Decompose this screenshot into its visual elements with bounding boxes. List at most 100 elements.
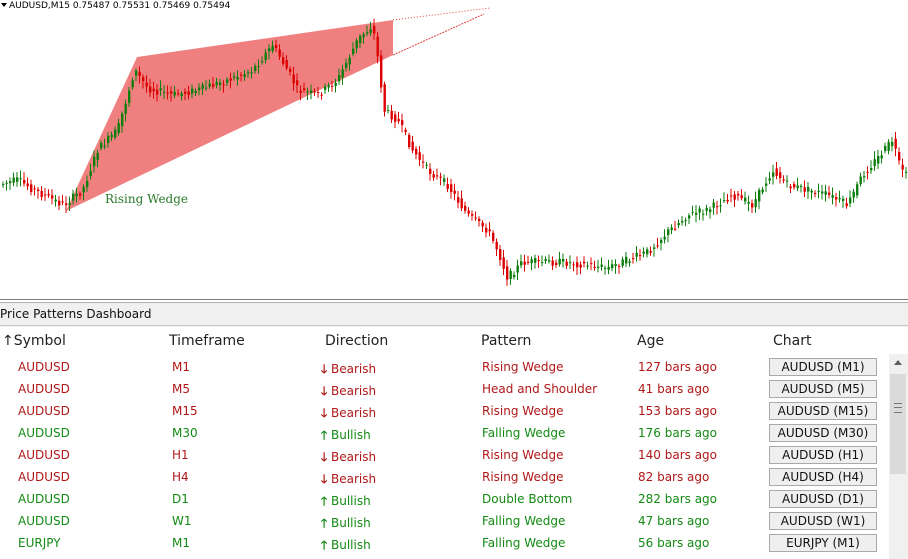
bearish-candle [523, 261, 526, 265]
bullish-candle [236, 76, 239, 80]
bullish-candle [387, 109, 390, 111]
bullish-candle [345, 62, 348, 69]
open-chart-button[interactable]: AUDUSD (W1) [769, 512, 877, 530]
column-header-symbol[interactable]: ↑Symbol [2, 333, 66, 349]
bearish-candle [471, 213, 474, 216]
bullish-candle [796, 185, 799, 189]
bearish-candle [737, 193, 740, 196]
table-row: AUDUSD H4 🡓 Bearish Rising Wedge 82 bars ago A… [0, 467, 890, 489]
bullish-candle [544, 258, 547, 261]
dropdown-triangle-icon[interactable] [1, 3, 7, 7]
bullish-candle [208, 83, 211, 87]
bearish-candle [415, 148, 418, 155]
bullish-candle [635, 252, 638, 257]
panel-title: Price Patterns Dashboard [0, 307, 152, 321]
bullish-candle [173, 91, 176, 96]
bearish-candle [380, 55, 383, 88]
timeframe-cell: M30 [172, 426, 198, 440]
bearish-candle [674, 228, 677, 230]
bearish-candle [65, 203, 68, 206]
scroll-up-arrow-icon[interactable] [889, 354, 908, 372]
scroll-thumb[interactable] [890, 374, 906, 474]
pattern-cell: Head and Shoulder [482, 382, 598, 396]
wedge-lower-projection [392, 13, 485, 56]
open-chart-button[interactable]: AUDUSD (M5) [769, 380, 877, 398]
direction-cell: 🡓 Bearish [321, 404, 376, 425]
bullish-candle [852, 191, 855, 198]
timeframe-cell: M5 [172, 382, 190, 396]
column-header-pattern[interactable]: Pattern [481, 333, 532, 349]
open-chart-button[interactable]: AUDUSD (H4) [769, 468, 877, 486]
bullish-candle [688, 215, 691, 219]
bearish-candle [47, 193, 50, 196]
price-chart[interactable]: Rising Wedge AUDUSD,M15 0.75487 0.75531 … [0, 0, 908, 298]
bearish-candle [30, 184, 33, 192]
bullish-candle [891, 141, 894, 147]
grip-icon [894, 403, 902, 413]
bullish-candle [72, 193, 75, 201]
bearish-candle [383, 84, 386, 112]
bullish-candle [800, 186, 803, 188]
bearish-candle [789, 186, 792, 189]
symbol-cell: AUDUSD [18, 360, 70, 374]
open-chart-button[interactable]: AUDUSD (M1) [769, 358, 877, 376]
direction-cell: 🡑 Bullish [321, 514, 371, 535]
bullish-candle [233, 76, 236, 78]
direction-cell: 🡑 Bullish [321, 492, 371, 513]
bearish-candle [488, 229, 491, 232]
bearish-candle [292, 74, 295, 84]
chart-title: AUDUSD,M15 0.75487 0.75531 0.75469 0.754… [0, 1, 230, 11]
bullish-candle [327, 85, 330, 88]
bullish-candle [114, 129, 117, 138]
open-chart-button[interactable]: AUDUSD (M30) [769, 424, 877, 442]
bullish-candle [194, 90, 197, 94]
bearish-candle [40, 190, 43, 198]
bearish-candle [901, 164, 904, 170]
bullish-candle [838, 198, 841, 200]
bearish-candle [401, 120, 404, 126]
bullish-candle [86, 180, 89, 188]
bullish-candle [558, 258, 561, 265]
bullish-candle [201, 84, 204, 89]
symbol-cell: AUDUSD [18, 470, 70, 484]
column-header-chart[interactable]: Chart [773, 333, 812, 349]
bearish-candle [733, 194, 736, 200]
open-chart-button[interactable]: AUDUSD (H1) [769, 446, 877, 464]
bearish-candle [453, 190, 456, 194]
bullish-candle [562, 258, 565, 262]
open-chart-button[interactable]: AUDUSD (M15) [769, 402, 877, 420]
bullish-candle [268, 48, 271, 52]
bearish-candle [278, 49, 281, 57]
arrow-down-icon: 🡓 [321, 450, 328, 464]
column-header-age[interactable]: Age [637, 333, 665, 349]
bullish-candle [12, 177, 15, 183]
open-chart-button[interactable]: AUDUSD (D1) [769, 490, 877, 508]
bearish-candle [285, 60, 288, 69]
direction-label: Bearish [331, 472, 377, 486]
vertical-scrollbar[interactable] [889, 354, 908, 559]
bullish-candle [310, 90, 313, 93]
bullish-candle [541, 262, 544, 264]
symbol-cell: AUDUSD [18, 492, 70, 506]
bearish-candle [187, 91, 190, 96]
table-row: AUDUSD M5 🡓 Bearish Head and Shoulder 41 bars… [0, 379, 890, 401]
bullish-candle [68, 203, 71, 206]
bullish-candle [604, 267, 607, 269]
age-cell: 82 bars ago [638, 470, 710, 484]
bullish-candle [121, 113, 124, 127]
column-header-timeframe[interactable]: Timeframe [169, 333, 245, 349]
bearish-candle [632, 258, 635, 260]
direction-label: Bullish [331, 538, 371, 552]
bearish-candle [726, 199, 729, 202]
bearish-candle [296, 80, 299, 86]
column-header-direction[interactable]: Direction [325, 333, 389, 349]
bearish-candle [422, 161, 425, 163]
arrow-down-icon: 🡓 [321, 362, 328, 376]
bullish-candle [443, 178, 446, 182]
bearish-candle [583, 261, 586, 264]
bullish-candle [198, 87, 201, 91]
open-chart-button[interactable]: EURJPY (M1) [769, 534, 877, 552]
bullish-candle [877, 156, 880, 164]
bullish-candle [653, 247, 656, 249]
pattern-cell: Falling Wedge [482, 426, 566, 440]
